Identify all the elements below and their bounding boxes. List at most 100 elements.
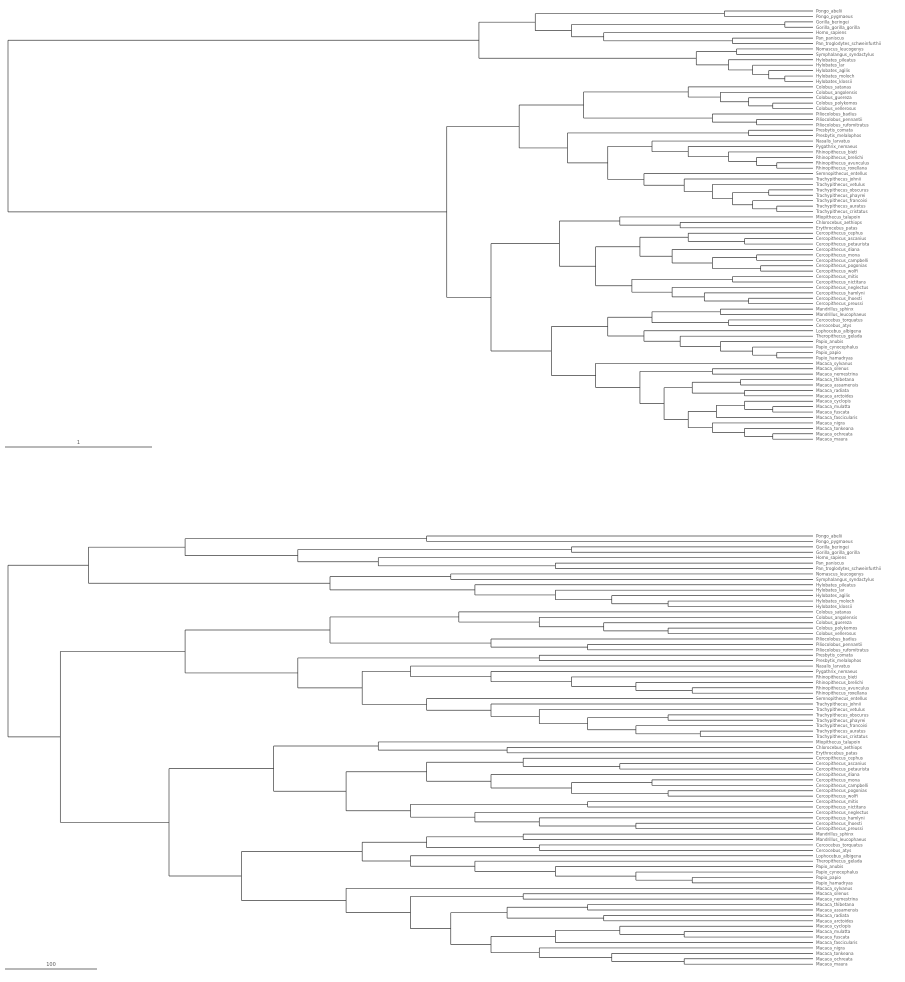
taxon-label: Colobus_vellerosus <box>816 631 856 636</box>
taxon-label: Macaca_ochreata <box>816 956 853 961</box>
taxon-label: Cercopithecus_campbelli <box>816 258 868 263</box>
taxon-label: Cercopithecus_preussi <box>816 301 863 306</box>
taxon-label: Gorilla_beringei <box>816 544 849 549</box>
taxon-label: Macaca_silenus <box>816 891 849 896</box>
taxon-label: Macaca_cyclopis <box>816 399 851 404</box>
taxon-label: Trachypithecus_auratus <box>815 729 866 734</box>
taxon-label: Macaca_cyclopis <box>816 924 851 929</box>
taxon-label: Theropithecus_gelada <box>815 859 863 864</box>
taxon-label: Macaca_thibetana <box>816 377 855 382</box>
taxon-label: Mandrillus_leucophaeus <box>816 312 866 317</box>
taxon-label: Mandrillus_sphinx <box>816 307 854 312</box>
taxon-label: Pongo_pygmaeus <box>816 14 853 19</box>
taxon-label: Pygathrix_nemaeus <box>816 144 857 149</box>
taxon-label: Piliocolobus_rufomitratus <box>816 647 869 652</box>
taxon-label: Hylobates_agilis <box>816 68 850 73</box>
taxon-label: Macaca_assamensis <box>816 907 858 912</box>
taxon-label: Rhinopithecus_bieti <box>816 149 857 154</box>
taxon-label: Macaca_silenus <box>816 366 849 371</box>
taxon-label: Piliocolobus_pennantii <box>816 117 862 122</box>
taxon-label: Piliocolobus_pennantii <box>816 642 862 647</box>
taxon-label: Macaca_thibetana <box>816 902 855 907</box>
taxon-label: Cercopithecus_hamlyni <box>816 290 865 295</box>
taxon-label: Gorilla_gorilla_gorilla <box>816 550 860 555</box>
taxon-label: Erythrocebus_patas <box>816 225 857 230</box>
taxon-label: Trachypithecus_johnii <box>815 702 861 707</box>
taxon-label: Hylobates_lar <box>816 63 845 68</box>
taxon-label: Theropithecus_gelada <box>815 334 863 339</box>
taxon-label: Papio_anubis <box>816 864 843 869</box>
taxon-label: Trachypithecus_obscurus <box>815 712 869 717</box>
taxon-label: Macaca_tonkeana <box>816 951 854 956</box>
taxon-label: Cercopithecus_preussi <box>816 826 863 831</box>
taxon-label: Piliocolobus_rufomitratus <box>816 122 869 127</box>
taxon-label: Macaca_arctoides <box>816 918 853 923</box>
taxon-label: Cercopithecus_wolfi <box>816 269 858 274</box>
taxon-label: Trachypithecus_obscurus <box>815 187 869 192</box>
taxon-label: Papio_hamadryas <box>816 880 853 885</box>
taxon-label: Cercopithecus_cephus <box>816 231 863 236</box>
taxon-label: Macaca_mulatta <box>816 404 851 409</box>
taxon-label: Erythrocebus_patas <box>816 750 857 755</box>
taxon-label: Macaca_nigra <box>816 945 845 950</box>
taxon-label: Hylobates_klossii <box>816 604 852 609</box>
taxon-label: Rhinopithecus_avunculus <box>816 685 869 690</box>
taxon-label: Nasalis_larvatus <box>816 664 850 669</box>
taxon-label: Colobus_polykomos <box>816 626 857 631</box>
scale-bar-label: 100 <box>46 962 56 968</box>
taxon-label: Hylobates_moloch <box>816 74 855 79</box>
taxon-label: Gorilla_beringei <box>816 19 849 24</box>
taxon-label: Macaca_nigra <box>816 420 845 425</box>
taxon-label: Colobus_guereza <box>816 620 852 625</box>
taxon-label: Colobus_angolensis <box>816 90 857 95</box>
taxon-label: Cercopithecus_neglectus <box>816 810 868 815</box>
taxon-label: Cercopithecus_pogonias <box>816 263 867 268</box>
taxon-label: Pan_troglodytes_schweinfurthii <box>816 41 881 46</box>
taxon-label: Cercopithecus_lhoesti <box>816 821 862 826</box>
taxon-label: Macaca_radiata <box>816 388 849 393</box>
taxon-label: Macaca_sylvanus <box>816 361 852 366</box>
taxon-label: Colobus_angolensis <box>816 615 857 620</box>
taxon-label: Cercopithecus_wolfi <box>816 794 858 799</box>
taxon-label: Presbytis_comata <box>816 653 853 658</box>
taxon-label: Macaca_assamensis <box>816 382 858 387</box>
taxon-label: Trachypithecus_vetulus <box>815 707 865 712</box>
taxon-label: Macaca_nemestrina <box>816 897 858 902</box>
taxon-label: Lophocebus_albigena <box>816 853 862 858</box>
taxon-label: Presbytis_melalophos <box>816 133 861 138</box>
taxon-label: Mandrillus_sphinx <box>816 832 854 837</box>
taxon-label: Hylobates_pileatus <box>816 57 856 62</box>
taxon-label: Pan_paniscus <box>816 561 844 566</box>
taxon-label: Rhinopithecus_roxellana <box>816 691 867 696</box>
taxon-label: Papio_cynocephalus <box>816 345 858 350</box>
taxon-label: Cercopithecus_petaurista <box>816 242 870 247</box>
taxon-label: Symphalangus_syndactylus <box>816 52 874 57</box>
taxon-label: Presbytis_melalophos <box>816 658 861 663</box>
taxon-label: Gorilla_gorilla_gorilla <box>816 25 860 30</box>
taxon-label: Nomascus_leucogenys <box>816 46 864 51</box>
taxon-label: Trachypithecus_francoisi <box>815 723 867 728</box>
taxon-label: Miopithecus_talapoin <box>816 214 861 219</box>
taxon-label: Semnopithecus_entellus <box>816 696 867 701</box>
taxon-label: Presbytis_comata <box>816 128 853 133</box>
taxon-label: Macaca_radiata <box>816 913 849 918</box>
taxon-label: Miopithecus_talapoin <box>816 739 861 744</box>
taxon-label: Piliocolobus_badius <box>816 111 857 116</box>
taxon-label: Cercopithecus_ascanius <box>816 236 866 241</box>
taxon-label: Cercopithecus_mona <box>816 252 860 257</box>
taxon-label: Papio_papio <box>816 350 841 355</box>
taxon-label: Pongo_abelii <box>816 534 842 539</box>
taxon-label: Macaca_mulatta <box>816 929 851 934</box>
taxon-label: Cercopithecus_campbelli <box>816 783 868 788</box>
taxon-label: Pygathrix_nemaeus <box>816 669 857 674</box>
taxon-label: Nasalis_larvatus <box>816 139 850 144</box>
taxon-label: Colobus_satanas <box>816 84 851 89</box>
taxon-label: Symphalangus_syndactylus <box>816 577 874 582</box>
taxon-label: Rhinopithecus_roxellana <box>816 166 867 171</box>
taxon-label: Nomascus_leucogenys <box>816 571 864 576</box>
taxon-label: Macaca_ochreata <box>816 431 853 436</box>
taxon-label: Macaca_maura <box>816 962 848 967</box>
taxon-label: Cercopithecus_mitis <box>816 274 858 279</box>
